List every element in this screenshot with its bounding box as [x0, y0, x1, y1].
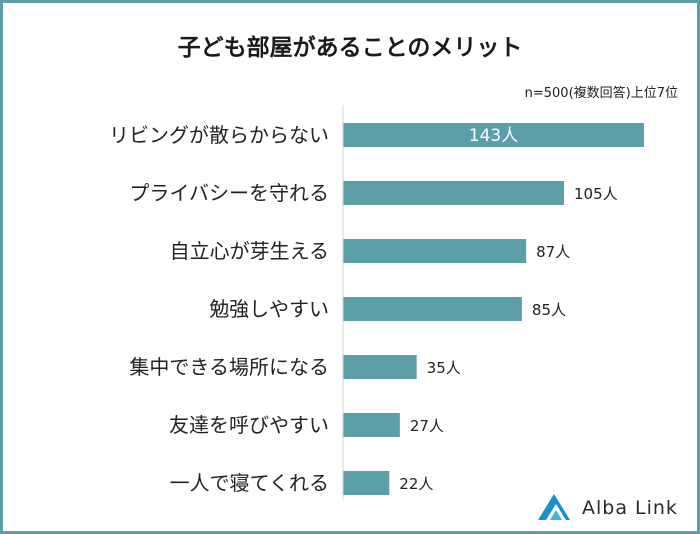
sample-note: n=500(複数回答)上位7位 [524, 86, 678, 101]
bar [343, 123, 644, 147]
value-label: 85人 [532, 301, 566, 319]
category-label: 友達を呼びやすい [169, 413, 329, 437]
bar [343, 297, 522, 321]
brand-name: Alba Link [582, 497, 678, 519]
category-label: プライバシーを守れる [129, 181, 329, 205]
category-label: 一人で寝てくれる [170, 471, 329, 495]
value-label: 143人 [469, 126, 518, 146]
bar [343, 239, 527, 263]
alba-link-logo-icon [538, 494, 570, 520]
value-label: 27人 [410, 417, 444, 435]
value-label: 105人 [574, 185, 618, 203]
value-label: 22人 [399, 475, 433, 493]
value-label: 35人 [427, 359, 461, 377]
bar [343, 355, 417, 379]
bar [343, 471, 390, 495]
category-label: 勉強しやすい [209, 297, 329, 321]
chart-title: 子ども部屋があることのメリット [177, 35, 523, 61]
value-label: 87人 [536, 243, 570, 261]
category-label: リビングが散らからない [109, 123, 329, 147]
category-label: 自立心が芽生える [170, 239, 329, 263]
bar [343, 181, 565, 205]
category-label: 集中できる場所になる [129, 355, 329, 379]
bar [343, 413, 400, 437]
